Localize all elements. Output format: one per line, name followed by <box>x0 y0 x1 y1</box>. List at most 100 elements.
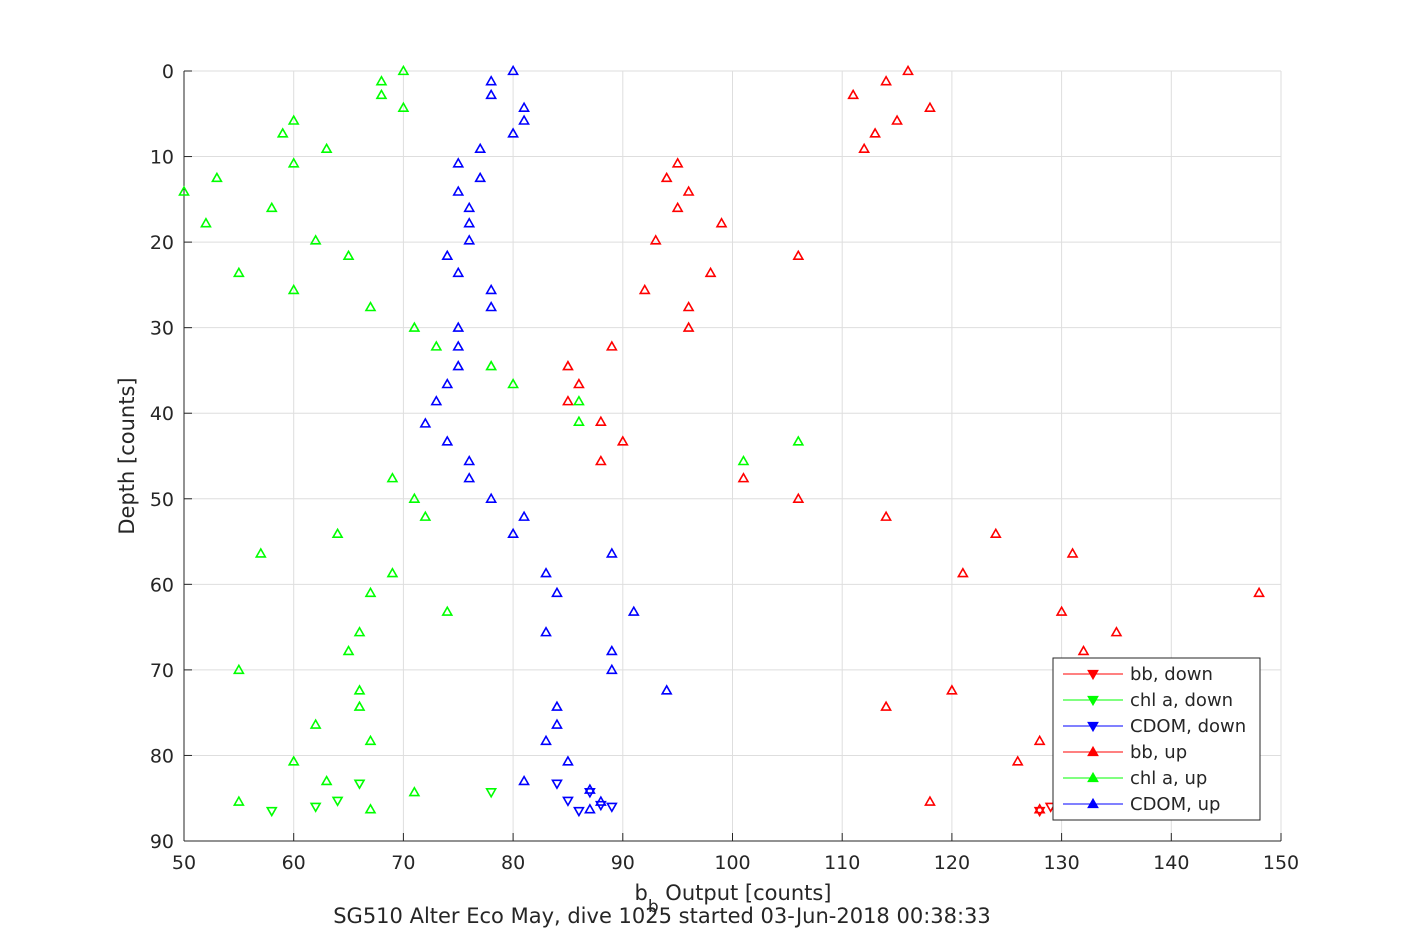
y-tick-label: 50 <box>150 489 174 511</box>
data-point <box>682 301 695 312</box>
data-point <box>704 266 717 278</box>
series-chl-a-down <box>265 779 498 818</box>
data-point <box>276 127 289 138</box>
data-point <box>1055 605 1068 616</box>
y-tick-label: 80 <box>150 745 174 767</box>
chart-title: SG510 Alter Eco May, dive 1025 started 0… <box>333 904 991 928</box>
data-point <box>232 795 245 806</box>
data-point <box>627 605 640 616</box>
data-point <box>485 788 498 799</box>
data-point <box>419 417 432 428</box>
data-point <box>562 796 574 807</box>
data-point <box>309 802 322 813</box>
y-tick-label: 20 <box>150 232 174 254</box>
data-point <box>463 472 476 483</box>
data-point <box>551 700 563 711</box>
data-point <box>1253 586 1265 598</box>
data-point <box>792 492 805 503</box>
data-point <box>518 114 530 125</box>
data-point <box>441 435 454 446</box>
data-point <box>309 234 322 245</box>
data-point <box>671 201 684 213</box>
data-point <box>540 626 552 637</box>
x-axis-label: bb Output [counts] <box>634 881 831 917</box>
y-tick-label: 40 <box>150 403 174 425</box>
legend-label: bb, up <box>1130 742 1187 763</box>
data-point <box>616 435 629 446</box>
data-point <box>331 527 344 539</box>
data-point <box>408 321 421 332</box>
data-point <box>594 455 607 466</box>
data-point <box>485 75 498 86</box>
data-point <box>232 266 245 278</box>
data-point <box>551 718 563 729</box>
legend-label: chl a, down <box>1130 690 1233 711</box>
data-point <box>408 492 421 503</box>
data-point <box>441 605 454 616</box>
data-point <box>320 142 333 154</box>
data-point <box>1011 755 1024 766</box>
data-point <box>1033 806 1046 818</box>
data-point <box>924 101 936 112</box>
data-point <box>507 64 519 76</box>
x-tick-label: 100 <box>714 852 750 874</box>
data-point <box>452 340 465 351</box>
data-point <box>265 201 278 213</box>
data-point <box>551 586 563 598</box>
data-point <box>924 795 936 806</box>
data-point <box>485 301 498 312</box>
data-point <box>178 185 190 196</box>
data-point <box>386 472 399 483</box>
data-points <box>178 64 1265 818</box>
data-point <box>891 114 903 125</box>
legend-marker <box>1087 745 1099 757</box>
x-tick-label: 110 <box>824 852 860 874</box>
data-point <box>485 283 498 295</box>
data-point <box>452 185 465 196</box>
data-point <box>880 75 892 86</box>
data-point <box>989 527 1002 539</box>
data-point <box>956 567 969 578</box>
data-point <box>463 201 476 213</box>
data-point <box>287 114 300 125</box>
y-tick-label: 70 <box>150 660 174 682</box>
legend-label: bb, down <box>1130 664 1213 685</box>
data-point <box>474 142 487 154</box>
data-point <box>485 492 498 503</box>
data-point <box>902 64 914 76</box>
data-point <box>540 734 552 746</box>
data-point <box>518 101 530 112</box>
legend-marker <box>1087 669 1099 681</box>
data-point <box>375 75 388 86</box>
data-point <box>232 663 245 675</box>
data-point <box>452 157 465 168</box>
data-point <box>287 755 300 766</box>
data-point <box>1066 547 1079 558</box>
data-point <box>847 88 860 100</box>
data-point <box>737 472 750 483</box>
data-point <box>649 234 662 245</box>
x-tick-label: 90 <box>611 852 635 874</box>
data-point <box>463 217 476 228</box>
data-point <box>375 88 388 100</box>
data-point <box>594 415 607 426</box>
data-point <box>660 684 673 695</box>
series-bb-up <box>562 64 1265 814</box>
axes <box>183 70 1282 842</box>
data-point <box>320 774 333 786</box>
data-point <box>638 283 651 295</box>
data-point <box>353 779 366 790</box>
data-point <box>605 663 618 675</box>
data-point <box>605 802 618 813</box>
data-point <box>946 684 958 695</box>
y-tick-label: 0 <box>162 61 174 83</box>
y-tick-label: 90 <box>150 831 174 853</box>
data-point <box>485 360 498 371</box>
data-point <box>430 395 443 406</box>
data-point <box>540 567 552 578</box>
data-point <box>880 700 892 711</box>
data-point <box>715 217 728 228</box>
x-tick-label: 80 <box>501 852 525 874</box>
data-point <box>573 806 585 818</box>
